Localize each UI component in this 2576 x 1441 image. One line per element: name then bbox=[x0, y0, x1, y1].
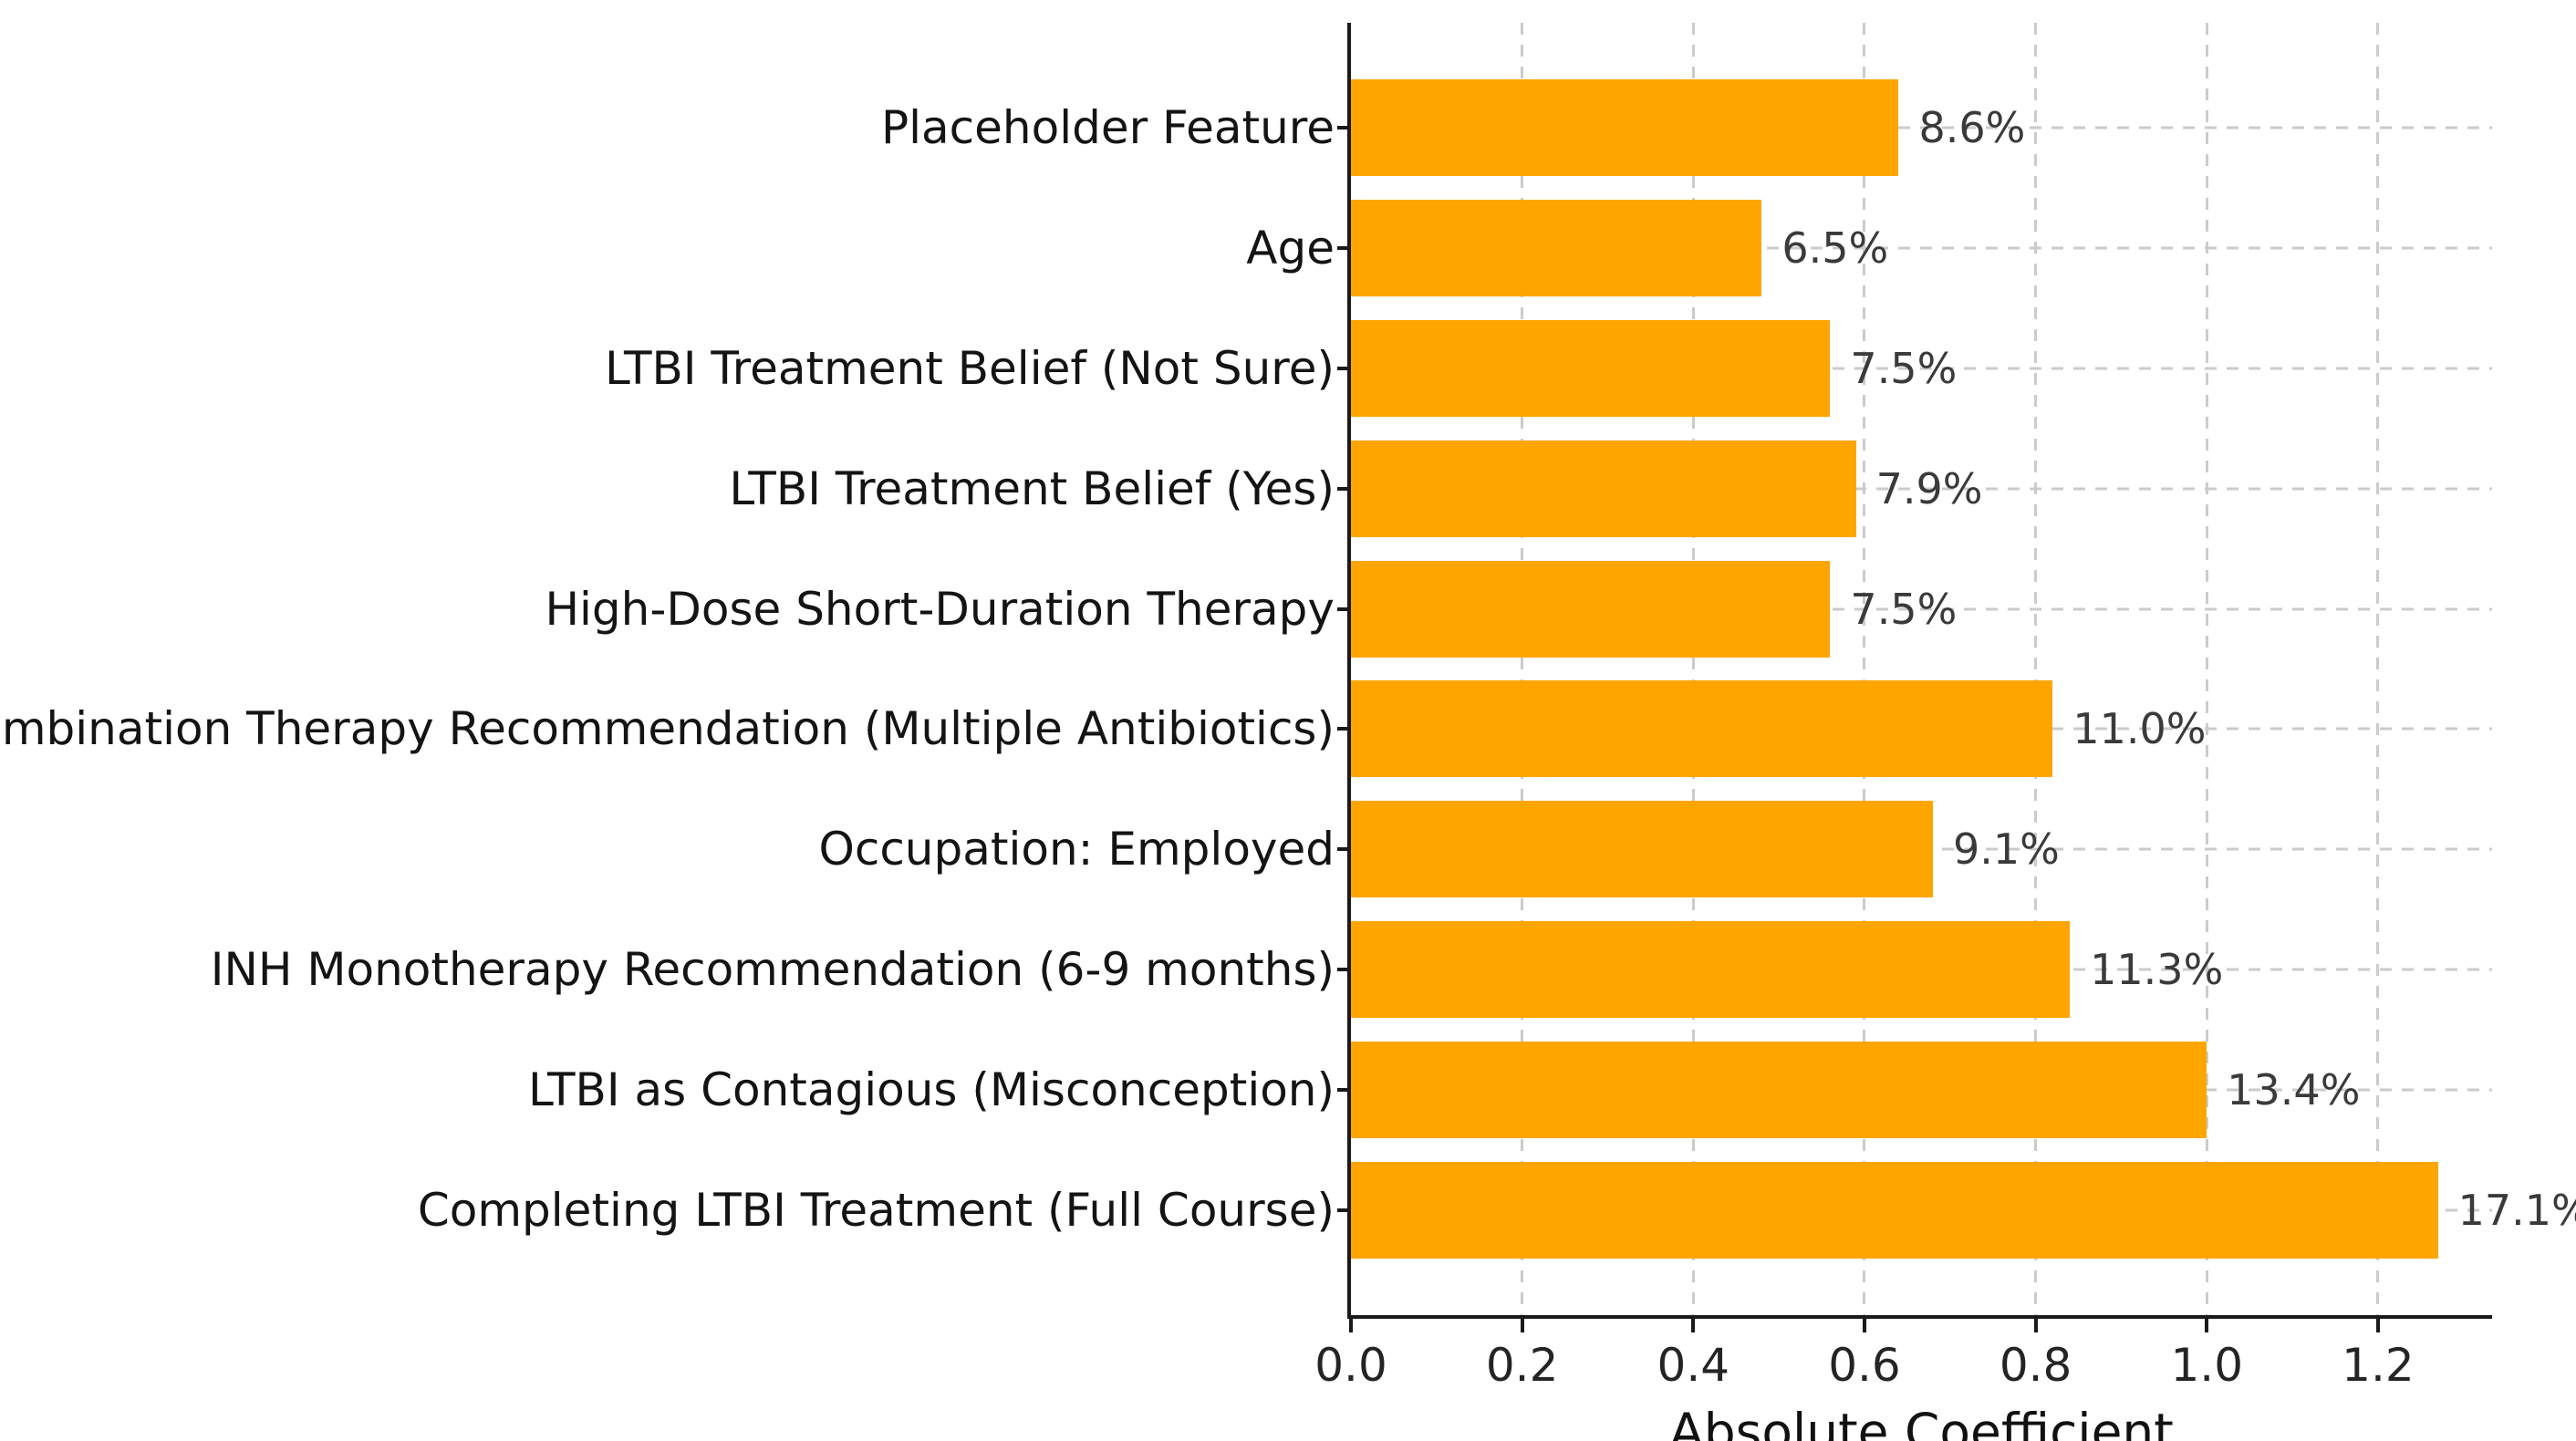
bar-row: Combination Therapy Recommendation (Mult… bbox=[0, 669, 2492, 790]
x-tick-label-1.2: 1.2 bbox=[2342, 1339, 2415, 1392]
bar bbox=[1351, 1042, 2207, 1139]
bar-row: LTBI Treatment Belief (Not Sure) 7.5% bbox=[605, 308, 2492, 429]
bar-value-label: 8.6% bbox=[1918, 102, 2026, 152]
bar bbox=[1351, 560, 1831, 658]
category-label: Age bbox=[1246, 221, 1335, 275]
category-label: LTBI as Contagious (Misconception) bbox=[528, 1063, 1335, 1117]
bar-row: Occupation: Employed 9.1% bbox=[818, 789, 2492, 909]
x-tick-mark-0.4 bbox=[1691, 1319, 1696, 1332]
bar-row: High-Dose Short-Duration Therapy 7.5% bbox=[545, 549, 2492, 669]
category-label: Completing LTBI Treatment (Full Course) bbox=[417, 1184, 1335, 1238]
x-axis-label: Absolute Coefficient bbox=[1669, 1403, 2174, 1441]
y-tick-mark bbox=[1337, 245, 1351, 250]
x-tick-mark-0.0 bbox=[1349, 1319, 1353, 1332]
x-gridline-1.0 bbox=[2205, 23, 2208, 1315]
category-label: Occupation: Employed bbox=[818, 823, 1335, 876]
bar-value-label: 11.0% bbox=[2072, 704, 2207, 754]
y-gridline bbox=[1351, 367, 2492, 370]
x-gridline-0.8 bbox=[2034, 23, 2038, 1315]
bar-value-label: 13.4% bbox=[2227, 1065, 2361, 1115]
x-tick-label-0.2: 0.2 bbox=[1485, 1339, 1559, 1392]
bar-value-label: 9.1% bbox=[1953, 824, 2060, 875]
category-label: High-Dose Short-Duration Therapy bbox=[545, 582, 1335, 636]
bar-value-label: 7.9% bbox=[1875, 463, 1983, 513]
x-gridline-0.6 bbox=[1863, 23, 1866, 1315]
x-tick-label-0.4: 0.4 bbox=[1657, 1339, 1730, 1392]
category-label: Combination Therapy Recommendation (Mult… bbox=[0, 702, 1335, 756]
bar bbox=[1351, 319, 1831, 417]
category-label: INH Monotherapy Recommendation (6-9 mont… bbox=[210, 943, 1335, 997]
x-tick-label-0.6: 0.6 bbox=[1828, 1339, 1901, 1392]
x-tick-label-1.0: 1.0 bbox=[2170, 1339, 2244, 1392]
x-tick-mark-0.6 bbox=[1862, 1319, 1866, 1332]
x-tick-mark-1.2 bbox=[2375, 1319, 2380, 1332]
y-tick-mark bbox=[1337, 125, 1351, 130]
y-gridline bbox=[1351, 126, 2492, 130]
x-gridline-0.4 bbox=[1691, 23, 1695, 1315]
bar-row: Completing LTBI Treatment (Full Course) … bbox=[418, 1150, 2576, 1270]
x-tick-mark-1.0 bbox=[2205, 1319, 2209, 1332]
bar bbox=[1351, 921, 2071, 1019]
x-tick-mark-0.2 bbox=[1520, 1319, 1524, 1332]
y-tick-mark bbox=[1337, 1208, 1351, 1213]
y-tick-mark bbox=[1337, 366, 1351, 370]
x-gridline-0.2 bbox=[1521, 23, 1524, 1315]
x-tick-label-0.0: 0.0 bbox=[1314, 1339, 1387, 1392]
bar bbox=[1351, 1162, 2438, 1260]
y-tick-mark bbox=[1337, 486, 1351, 491]
bar-value-label: 11.3% bbox=[2090, 945, 2224, 995]
bar-row: LTBI Treatment Belief (Yes) 7.9% bbox=[729, 429, 2492, 549]
x-gridline-1.2 bbox=[2376, 23, 2380, 1315]
y-tick-mark bbox=[1337, 606, 1351, 611]
bar-value-label: 7.5% bbox=[1850, 584, 1958, 634]
bar bbox=[1351, 440, 1856, 537]
category-label: Placeholder Feature bbox=[881, 100, 1335, 154]
bar bbox=[1351, 801, 1934, 898]
bar-row: LTBI as Contagious (Misconception) 13.4% bbox=[528, 1030, 2492, 1150]
bar-value-label: 17.1% bbox=[2457, 1186, 2576, 1236]
y-gridline bbox=[1351, 487, 2492, 491]
bar-row: Placeholder Feature 8.6% bbox=[881, 67, 2492, 188]
y-tick-mark bbox=[1337, 727, 1351, 731]
bar-row: Age 6.5% bbox=[1246, 188, 2492, 308]
bar bbox=[1351, 680, 2053, 778]
plot-rows: Placeholder Feature 8.6% Age 6.5% LTBI T… bbox=[0, 23, 2576, 1315]
y-gridline bbox=[1351, 607, 2492, 611]
y-tick-mark bbox=[1337, 847, 1351, 852]
bar bbox=[1351, 78, 1899, 176]
bar bbox=[1351, 199, 1762, 296]
plot-area: Placeholder Feature 8.6% Age 6.5% LTBI T… bbox=[0, 23, 2576, 1441]
y-tick-mark bbox=[1337, 1088, 1351, 1093]
y-tick-mark bbox=[1337, 968, 1351, 972]
y-gridline bbox=[1351, 246, 2492, 250]
bar-value-label: 7.5% bbox=[1850, 343, 1958, 393]
bar-row: INH Monotherapy Recommendation (6-9 mont… bbox=[211, 909, 2492, 1030]
category-label: LTBI Treatment Belief (Yes) bbox=[729, 461, 1335, 515]
x-tick-label-0.8: 0.8 bbox=[1999, 1339, 2072, 1392]
x-tick-mark-0.8 bbox=[2033, 1319, 2038, 1332]
category-label: LTBI Treatment Belief (Not Sure) bbox=[604, 341, 1335, 395]
bar-value-label: 6.5% bbox=[1781, 223, 1889, 273]
